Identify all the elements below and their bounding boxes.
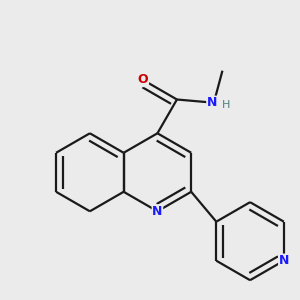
Text: N: N [279,254,289,267]
Text: H: H [222,100,230,110]
Text: O: O [138,74,148,86]
Text: N: N [152,205,163,218]
Text: N: N [207,96,217,109]
